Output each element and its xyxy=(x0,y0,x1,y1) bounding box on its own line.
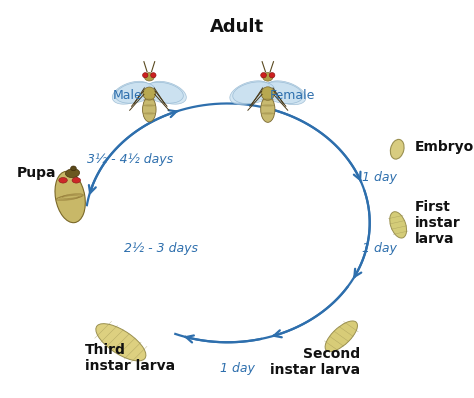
Ellipse shape xyxy=(55,171,85,223)
Text: Second
instar larva: Second instar larva xyxy=(270,347,360,377)
Text: Embryo: Embryo xyxy=(415,140,474,154)
Text: Female: Female xyxy=(270,89,316,102)
Ellipse shape xyxy=(143,98,155,101)
Text: 1 day: 1 day xyxy=(219,362,255,375)
Ellipse shape xyxy=(65,169,80,178)
Text: 3½ - 4½ days: 3½ - 4½ days xyxy=(87,153,173,166)
Ellipse shape xyxy=(261,72,266,78)
Ellipse shape xyxy=(143,97,156,122)
Ellipse shape xyxy=(151,72,156,78)
Ellipse shape xyxy=(143,104,155,107)
Ellipse shape xyxy=(261,87,274,100)
Text: 2½ - 3 days: 2½ - 3 days xyxy=(124,242,198,255)
Text: Third
instar larva: Third instar larva xyxy=(85,343,175,373)
Ellipse shape xyxy=(230,81,270,105)
Ellipse shape xyxy=(148,81,186,104)
Ellipse shape xyxy=(391,139,404,159)
Ellipse shape xyxy=(261,97,275,122)
Ellipse shape xyxy=(71,166,76,171)
Ellipse shape xyxy=(390,212,407,238)
Ellipse shape xyxy=(115,82,155,103)
Ellipse shape xyxy=(143,72,148,78)
Ellipse shape xyxy=(144,82,183,103)
Ellipse shape xyxy=(261,104,274,107)
Ellipse shape xyxy=(261,82,303,103)
Ellipse shape xyxy=(263,72,273,81)
Ellipse shape xyxy=(59,178,67,183)
Ellipse shape xyxy=(145,73,154,81)
Ellipse shape xyxy=(143,112,155,115)
Ellipse shape xyxy=(233,82,274,103)
Text: First
instar
larva: First instar larva xyxy=(415,200,461,246)
Text: Adult: Adult xyxy=(210,18,264,36)
Ellipse shape xyxy=(325,321,357,352)
Ellipse shape xyxy=(269,72,275,78)
Ellipse shape xyxy=(112,81,150,104)
Ellipse shape xyxy=(261,98,274,101)
Ellipse shape xyxy=(143,87,155,100)
Text: Male: Male xyxy=(113,89,143,102)
Ellipse shape xyxy=(266,81,306,105)
Ellipse shape xyxy=(72,178,81,183)
Text: 1 day: 1 day xyxy=(362,171,397,183)
Ellipse shape xyxy=(261,112,274,115)
Text: Pupa: Pupa xyxy=(17,166,56,180)
Ellipse shape xyxy=(96,324,146,361)
Text: 1 day: 1 day xyxy=(362,242,397,255)
